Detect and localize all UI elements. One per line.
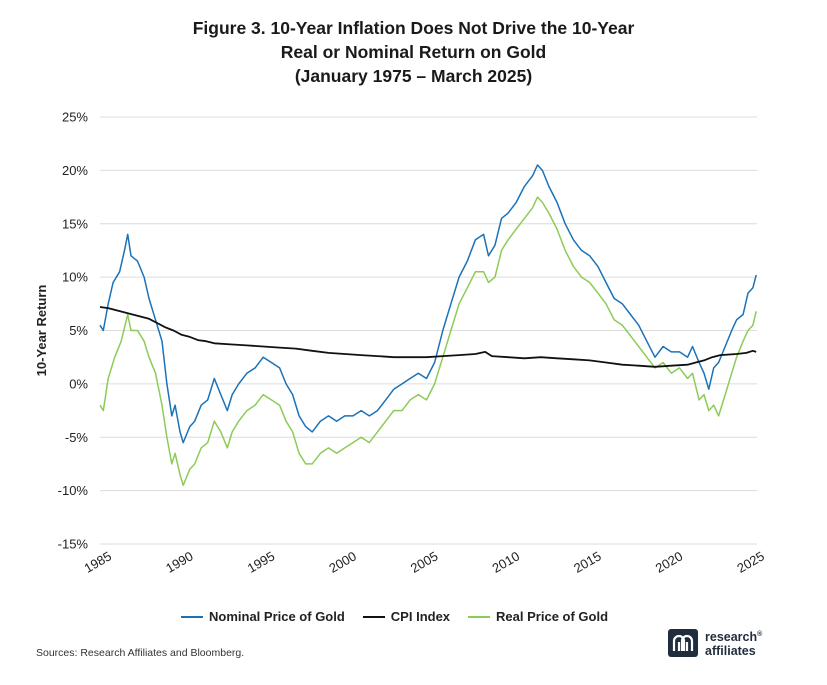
y-axis-label: 10-Year Return — [34, 285, 49, 377]
logo-trademark: ® — [757, 631, 763, 638]
legend-label-real: Real Price of Gold — [496, 609, 609, 624]
y-tick-label: -15% — [58, 537, 89, 552]
series-line-nominal-price-of-gold — [99, 164, 757, 444]
x-tick-label: 2015 — [571, 548, 604, 575]
logo-wordmark: research® affiliates — [705, 628, 762, 658]
series-line-real-price-of-gold — [99, 196, 757, 487]
logo-mark-icon — [668, 629, 698, 658]
legend-label-cpi: CPI Index — [390, 609, 451, 624]
legend-swatch-nominal — [181, 615, 203, 618]
x-tick-label: 2010 — [490, 548, 523, 575]
x-tick-label: 2005 — [408, 548, 441, 575]
chart-title-line-2: Real or Nominal Return on Gold — [280, 42, 547, 62]
y-tick-label: 5% — [69, 323, 88, 338]
y-tick-label: -5% — [65, 430, 89, 445]
chart-title-line-3: (January 1975 – March 2025) — [294, 66, 533, 86]
y-tick-label: 20% — [62, 163, 88, 178]
x-tick-label: 2025 — [734, 548, 767, 575]
y-tick-label: 10% — [62, 270, 88, 285]
x-tick-label: 1990 — [163, 548, 196, 575]
legend-swatch-cpi — [362, 615, 385, 618]
legend-swatch-real — [468, 615, 491, 618]
research-affiliates-logo: research® affiliates — [668, 628, 762, 658]
logo-line-2: affiliates — [705, 644, 756, 659]
legend-item-cpi: CPI Index — [362, 609, 451, 624]
x-tick-label: 1985 — [81, 548, 114, 575]
y-tick-label: 25% — [62, 110, 88, 125]
legend-item-real: Real Price of Gold — [468, 609, 608, 624]
x-tick-label: 1995 — [245, 548, 278, 575]
legend-item-nominal: Nominal Price of Gold — [181, 609, 345, 624]
chart-title-line-1: Figure 3. 10-Year Inflation Does Not Dri… — [192, 18, 635, 38]
legend-label-nominal: Nominal Price of Gold — [209, 609, 345, 624]
y-tick-label: -10% — [58, 483, 89, 498]
x-tick-label: 2020 — [653, 548, 686, 575]
y-tick-label: 15% — [62, 216, 88, 231]
chart-legend: Nominal Price of Gold CPI Index Real Pri… — [181, 609, 608, 624]
y-tick-label: 0% — [69, 376, 88, 391]
chart-title: Figure 3. 10-Year Inflation Does Not Dri… — [0, 16, 827, 88]
source-note: Sources: Research Affiliates and Bloombe… — [36, 647, 245, 659]
logo-line-1: research — [705, 630, 758, 645]
series-line-cpi-index — [99, 306, 757, 368]
x-tick-label: 2000 — [326, 548, 359, 575]
